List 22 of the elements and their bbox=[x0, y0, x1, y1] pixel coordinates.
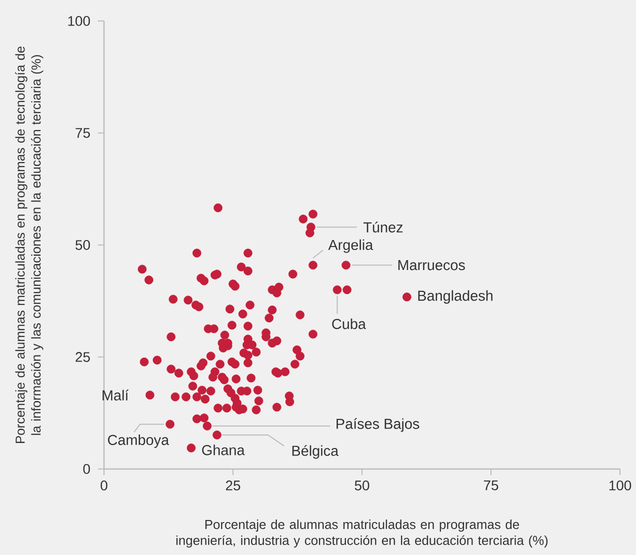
annotation: Bangladesh bbox=[418, 290, 492, 304]
y-tick-label: 75 bbox=[76, 128, 90, 138]
annotation: Malí bbox=[102, 390, 129, 400]
annotation: Cuba bbox=[332, 318, 366, 330]
annotation: Túnez bbox=[363, 222, 403, 232]
x-axis-title: Porcentaje de alumnas matriculadas en programas de ingeniería, industria y construcción en la educación terciaria (%) bbox=[176, 520, 548, 548]
y-axis-title: Porcentaje de alumnas matriculadas en programas de tecnología de la información y las comunicaciones en la educación terciaria (%) bbox=[15, 46, 44, 443]
x-tick-label: 25 bbox=[226, 480, 240, 490]
annotation: Bélgica bbox=[292, 445, 339, 459]
y-tick-label: 25 bbox=[76, 352, 90, 362]
y-tick-label: 0 bbox=[83, 464, 90, 474]
x-tick-label: 100 bbox=[609, 480, 632, 490]
annotation: Argelia bbox=[328, 239, 374, 253]
y-tick-label: 50 bbox=[76, 240, 90, 250]
x-tick-label: 0 bbox=[100, 480, 108, 490]
annotation: Marruecos bbox=[398, 260, 465, 270]
annotation: Países Bajos bbox=[336, 418, 420, 432]
y-tick-label: 100 bbox=[68, 16, 90, 26]
x-tick-label: 75 bbox=[484, 480, 498, 490]
annotation: Camboya bbox=[108, 434, 170, 448]
annotation: Ghana bbox=[202, 444, 245, 456]
x-tick-label: 50 bbox=[354, 480, 370, 490]
